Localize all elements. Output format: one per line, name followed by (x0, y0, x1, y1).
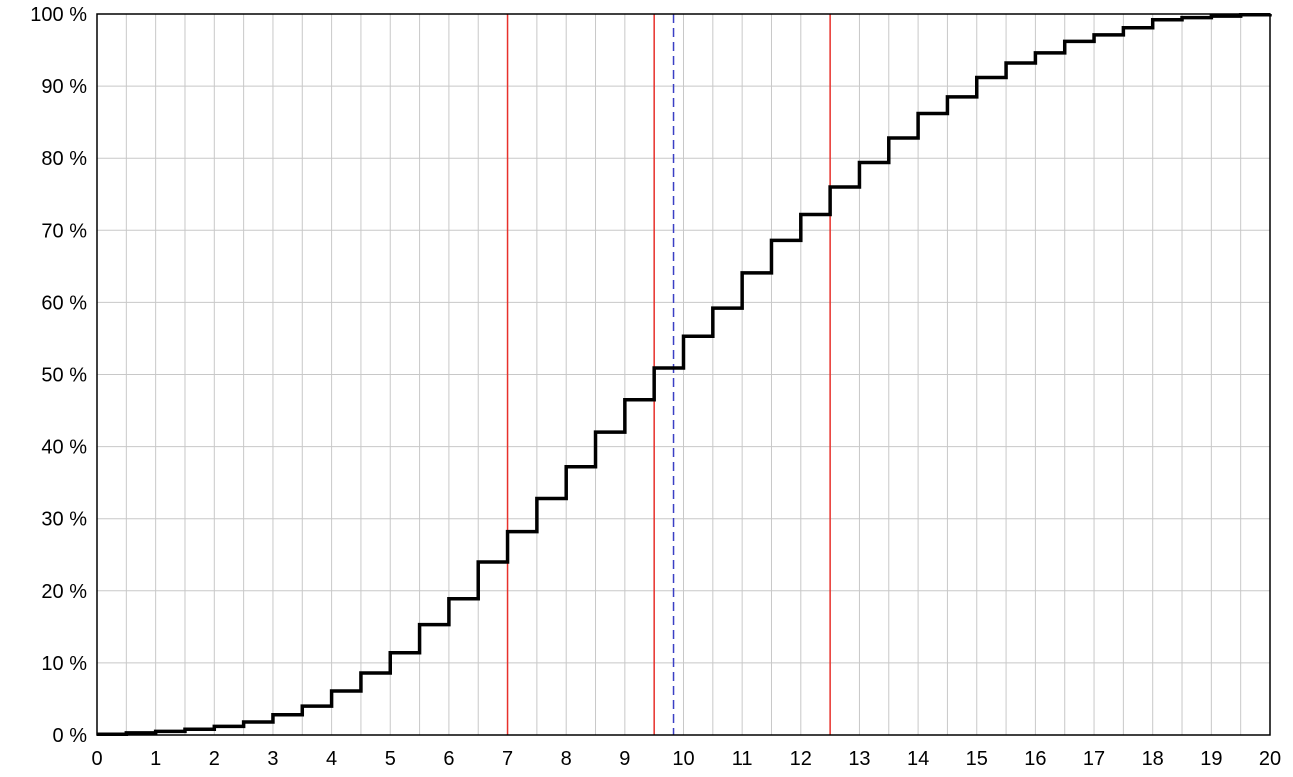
y-tick-label: 10 % (41, 653, 87, 675)
x-tick-label: 17 (1083, 748, 1105, 770)
x-tick-label: 9 (619, 748, 630, 770)
y-tick-label: 70 % (41, 220, 87, 242)
y-tick-label: 50 % (41, 365, 87, 387)
x-tick-label: 5 (385, 748, 396, 770)
x-tick-label: 19 (1200, 748, 1222, 770)
x-tick-label: 7 (502, 748, 513, 770)
x-tick-label: 12 (790, 748, 812, 770)
x-tick-label: 15 (966, 748, 988, 770)
x-tick-label: 16 (1024, 748, 1046, 770)
x-tick-label: 8 (561, 748, 572, 770)
x-tick-label: 13 (848, 748, 870, 770)
y-tick-label: 80 % (41, 148, 87, 170)
x-axis-ticks: 0 1 2 3 4 5 6 7 8 9 10 11 12 13 14 15 16 17 18 19 20 (91, 748, 1281, 770)
y-tick-label: 0 % (53, 725, 88, 747)
step-line (97, 12, 1272, 737)
x-tick-label: 2 (209, 748, 220, 770)
x-tick-label: 18 (1142, 748, 1164, 770)
x-tick-label: 1 (150, 748, 161, 770)
x-tick-label: 14 (907, 748, 929, 770)
grid (96, 13, 1271, 736)
y-tick-label: 60 % (41, 292, 87, 314)
y-tick-label: 40 % (41, 437, 87, 459)
series-group (97, 12, 1272, 737)
x-tick-label: 3 (267, 748, 278, 770)
x-tick-label: 0 (91, 748, 102, 770)
x-tick-label: 20 (1259, 748, 1281, 770)
x-tick-label: 4 (326, 748, 337, 770)
y-tick-label: 30 % (41, 509, 87, 531)
x-tick-label: 10 (672, 748, 694, 770)
y-axis-ticks: 0 % 10 % 20 % 30 % 40 % 50 % 60 % 70 % 80 % 90 % 1… (30, 4, 87, 747)
y-tick-label: 20 % (41, 581, 87, 603)
x-tick-label: 6 (443, 748, 454, 770)
plot-frame (96, 13, 1271, 736)
x-tick-label: 11 (732, 748, 753, 770)
y-tick-label: 100 % (30, 4, 87, 26)
y-tick-label: 90 % (41, 76, 87, 98)
